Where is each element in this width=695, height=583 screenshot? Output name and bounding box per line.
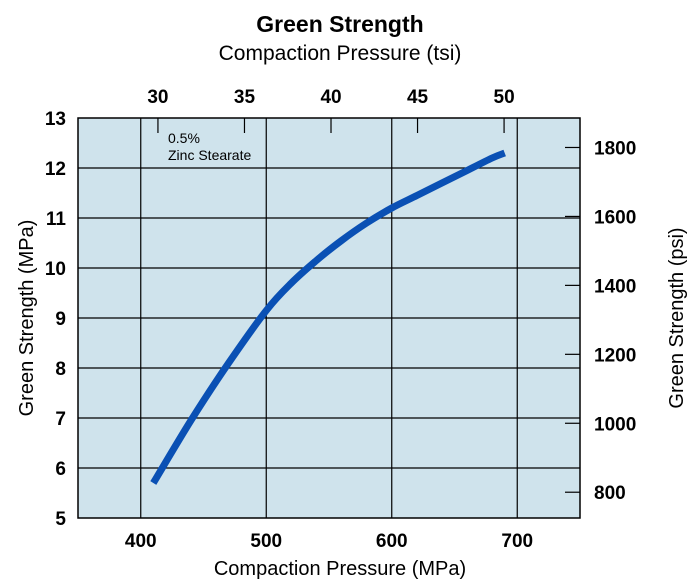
right-tick-label: 1400 bbox=[594, 276, 636, 297]
y-tick-label: 8 bbox=[55, 359, 66, 380]
y-tick-label: 11 bbox=[46, 209, 67, 230]
top-tick-label: 50 bbox=[494, 87, 515, 108]
x-tick-label: 600 bbox=[376, 531, 408, 552]
y-axis-label: Green Strength (MPa) bbox=[16, 220, 38, 417]
y-tick-label: 6 bbox=[55, 459, 66, 480]
right-tick-label: 1800 bbox=[594, 138, 636, 159]
top-tick-label: 30 bbox=[147, 87, 168, 108]
right-axis-label: Green Strength (psi) bbox=[666, 227, 688, 408]
top-tick-label: 45 bbox=[407, 87, 429, 108]
x-tick-label: 700 bbox=[501, 531, 533, 552]
x-tick-label: 400 bbox=[125, 531, 157, 552]
plot-frame bbox=[77, 117, 581, 519]
tick-marks bbox=[157, 118, 580, 493]
right-tick-label: 1200 bbox=[594, 345, 636, 366]
y-tick-label: 7 bbox=[55, 409, 66, 430]
right-tick-label: 800 bbox=[594, 483, 626, 504]
series-line bbox=[150, 149, 506, 485]
y-tick-label: 5 bbox=[55, 509, 66, 530]
right-tick-label: 1600 bbox=[594, 207, 636, 228]
grid bbox=[78, 118, 580, 518]
y-tick-label: 10 bbox=[45, 259, 66, 280]
y-tick-label: 12 bbox=[45, 159, 66, 180]
right-tick-label: 1000 bbox=[594, 414, 636, 435]
top-tick-label: 40 bbox=[320, 87, 341, 108]
annotation-line-2: Zinc Stearate bbox=[168, 147, 251, 163]
tick-labels: 400 500 600 700 5 6 7 8 9 10 11 12 13 30 35 40 45 50 800 10… bbox=[45, 87, 636, 552]
x-tick-label: 500 bbox=[250, 531, 282, 552]
chart-title: Green Strength bbox=[256, 11, 423, 37]
y-tick-label: 13 bbox=[45, 109, 66, 130]
x-axis-label: Compaction Pressure (MPa) bbox=[214, 558, 466, 580]
top-tick-label: 35 bbox=[234, 87, 256, 108]
y-tick-label: 9 bbox=[55, 309, 66, 330]
top-axis-label: Compaction Pressure (tsi) bbox=[219, 42, 462, 65]
annotation-line-1: 0.5% bbox=[168, 130, 200, 146]
